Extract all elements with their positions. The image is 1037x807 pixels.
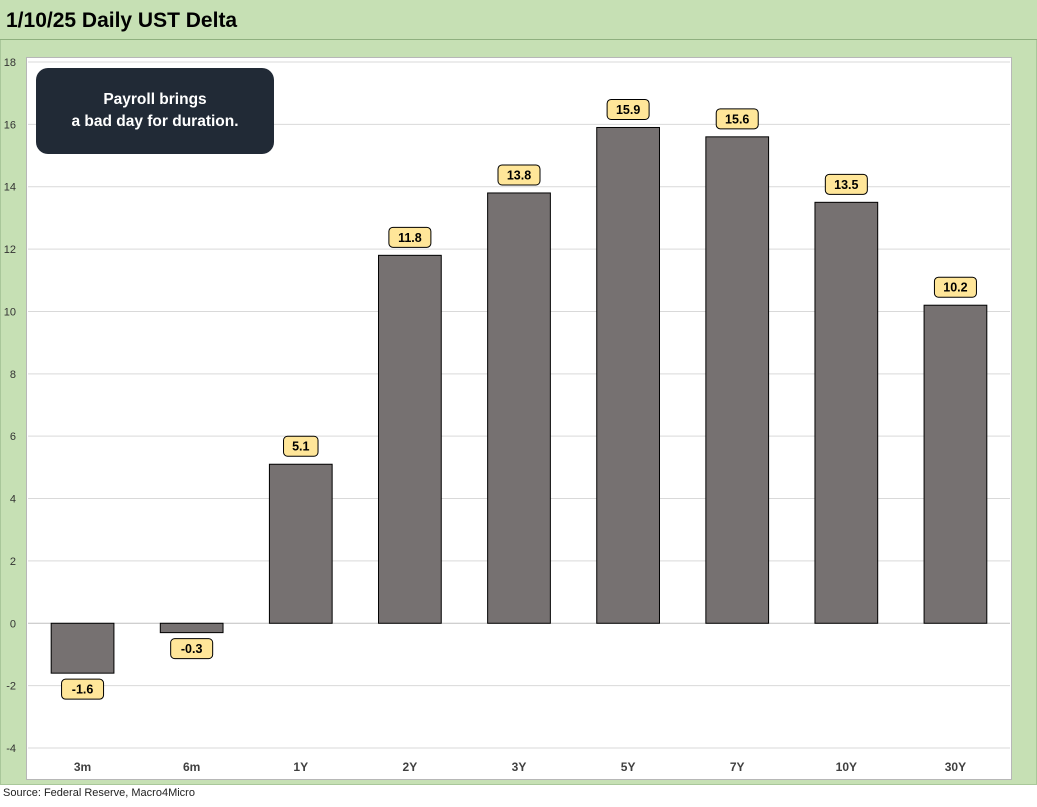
data-label: 15.6 xyxy=(725,112,749,126)
bar-30Y xyxy=(923,304,988,624)
x-tick-label: 7Y xyxy=(730,760,745,774)
y-tick-label: 18 xyxy=(4,57,16,69)
data-label-box xyxy=(170,638,214,660)
data-label: -0.3 xyxy=(181,642,203,656)
x-tick-label: 10Y xyxy=(836,760,857,774)
bar-3Y xyxy=(487,192,551,624)
y-tick-label: 12 xyxy=(4,244,16,256)
data-label: 15.9 xyxy=(616,103,640,117)
x-tick-label: 3Y xyxy=(512,760,527,774)
title-bar: 1/10/25 Daily UST Delta xyxy=(0,0,1037,40)
data-label-box xyxy=(824,173,868,195)
y-tick-label: -2 xyxy=(6,681,16,693)
data-label: 5.1 xyxy=(292,440,309,454)
annotation-box: Payroll brings a bad day for duration. xyxy=(36,68,274,154)
bar-5Y xyxy=(596,126,660,624)
data-label: 10.2 xyxy=(943,281,967,295)
data-label: 13.8 xyxy=(507,168,531,182)
annotation-line-1: Payroll brings xyxy=(103,91,207,108)
source-note: Source: Federal Reserve, Macro4Micro xyxy=(3,787,195,799)
data-label-box xyxy=(715,108,759,130)
data-label-box xyxy=(283,435,319,457)
y-tick-label: -4 xyxy=(6,743,16,755)
data-label-box xyxy=(497,164,541,186)
bar-7Y xyxy=(705,136,770,624)
x-tick-label: 2Y xyxy=(403,760,418,774)
y-tick-label: 10 xyxy=(4,306,16,318)
x-tick-label: 3m xyxy=(74,760,91,774)
data-label-box xyxy=(933,276,977,298)
data-label: 11.8 xyxy=(398,231,422,245)
x-tick-label: 5Y xyxy=(621,760,636,774)
bar-10Y xyxy=(814,201,879,624)
y-tick-label: 16 xyxy=(4,119,16,131)
chart-title: 1/10/25 Daily UST Delta xyxy=(6,9,238,32)
data-label-box xyxy=(388,226,432,248)
data-label: 13.5 xyxy=(834,178,858,192)
x-tick-label: 1Y xyxy=(293,760,308,774)
y-tick-label: 4 xyxy=(10,494,16,506)
y-tick-label: 0 xyxy=(10,618,16,630)
x-tick-label: 30Y xyxy=(945,760,966,774)
bar-2Y xyxy=(378,254,442,624)
y-tick-label: 2 xyxy=(10,556,16,568)
bar-1Y xyxy=(268,463,333,624)
data-label-box xyxy=(606,98,650,120)
y-tick-label: 6 xyxy=(10,431,16,443)
annotation-line-2: a bad day for duration. xyxy=(71,113,239,130)
x-tick-label: 6m xyxy=(183,760,200,774)
y-tick-label: 8 xyxy=(10,369,16,381)
bar-3m xyxy=(50,622,115,674)
data-label-box xyxy=(61,678,105,700)
bar-6m xyxy=(159,622,224,634)
y-tick-label: 14 xyxy=(4,182,16,194)
data-label: -1.6 xyxy=(72,683,94,697)
